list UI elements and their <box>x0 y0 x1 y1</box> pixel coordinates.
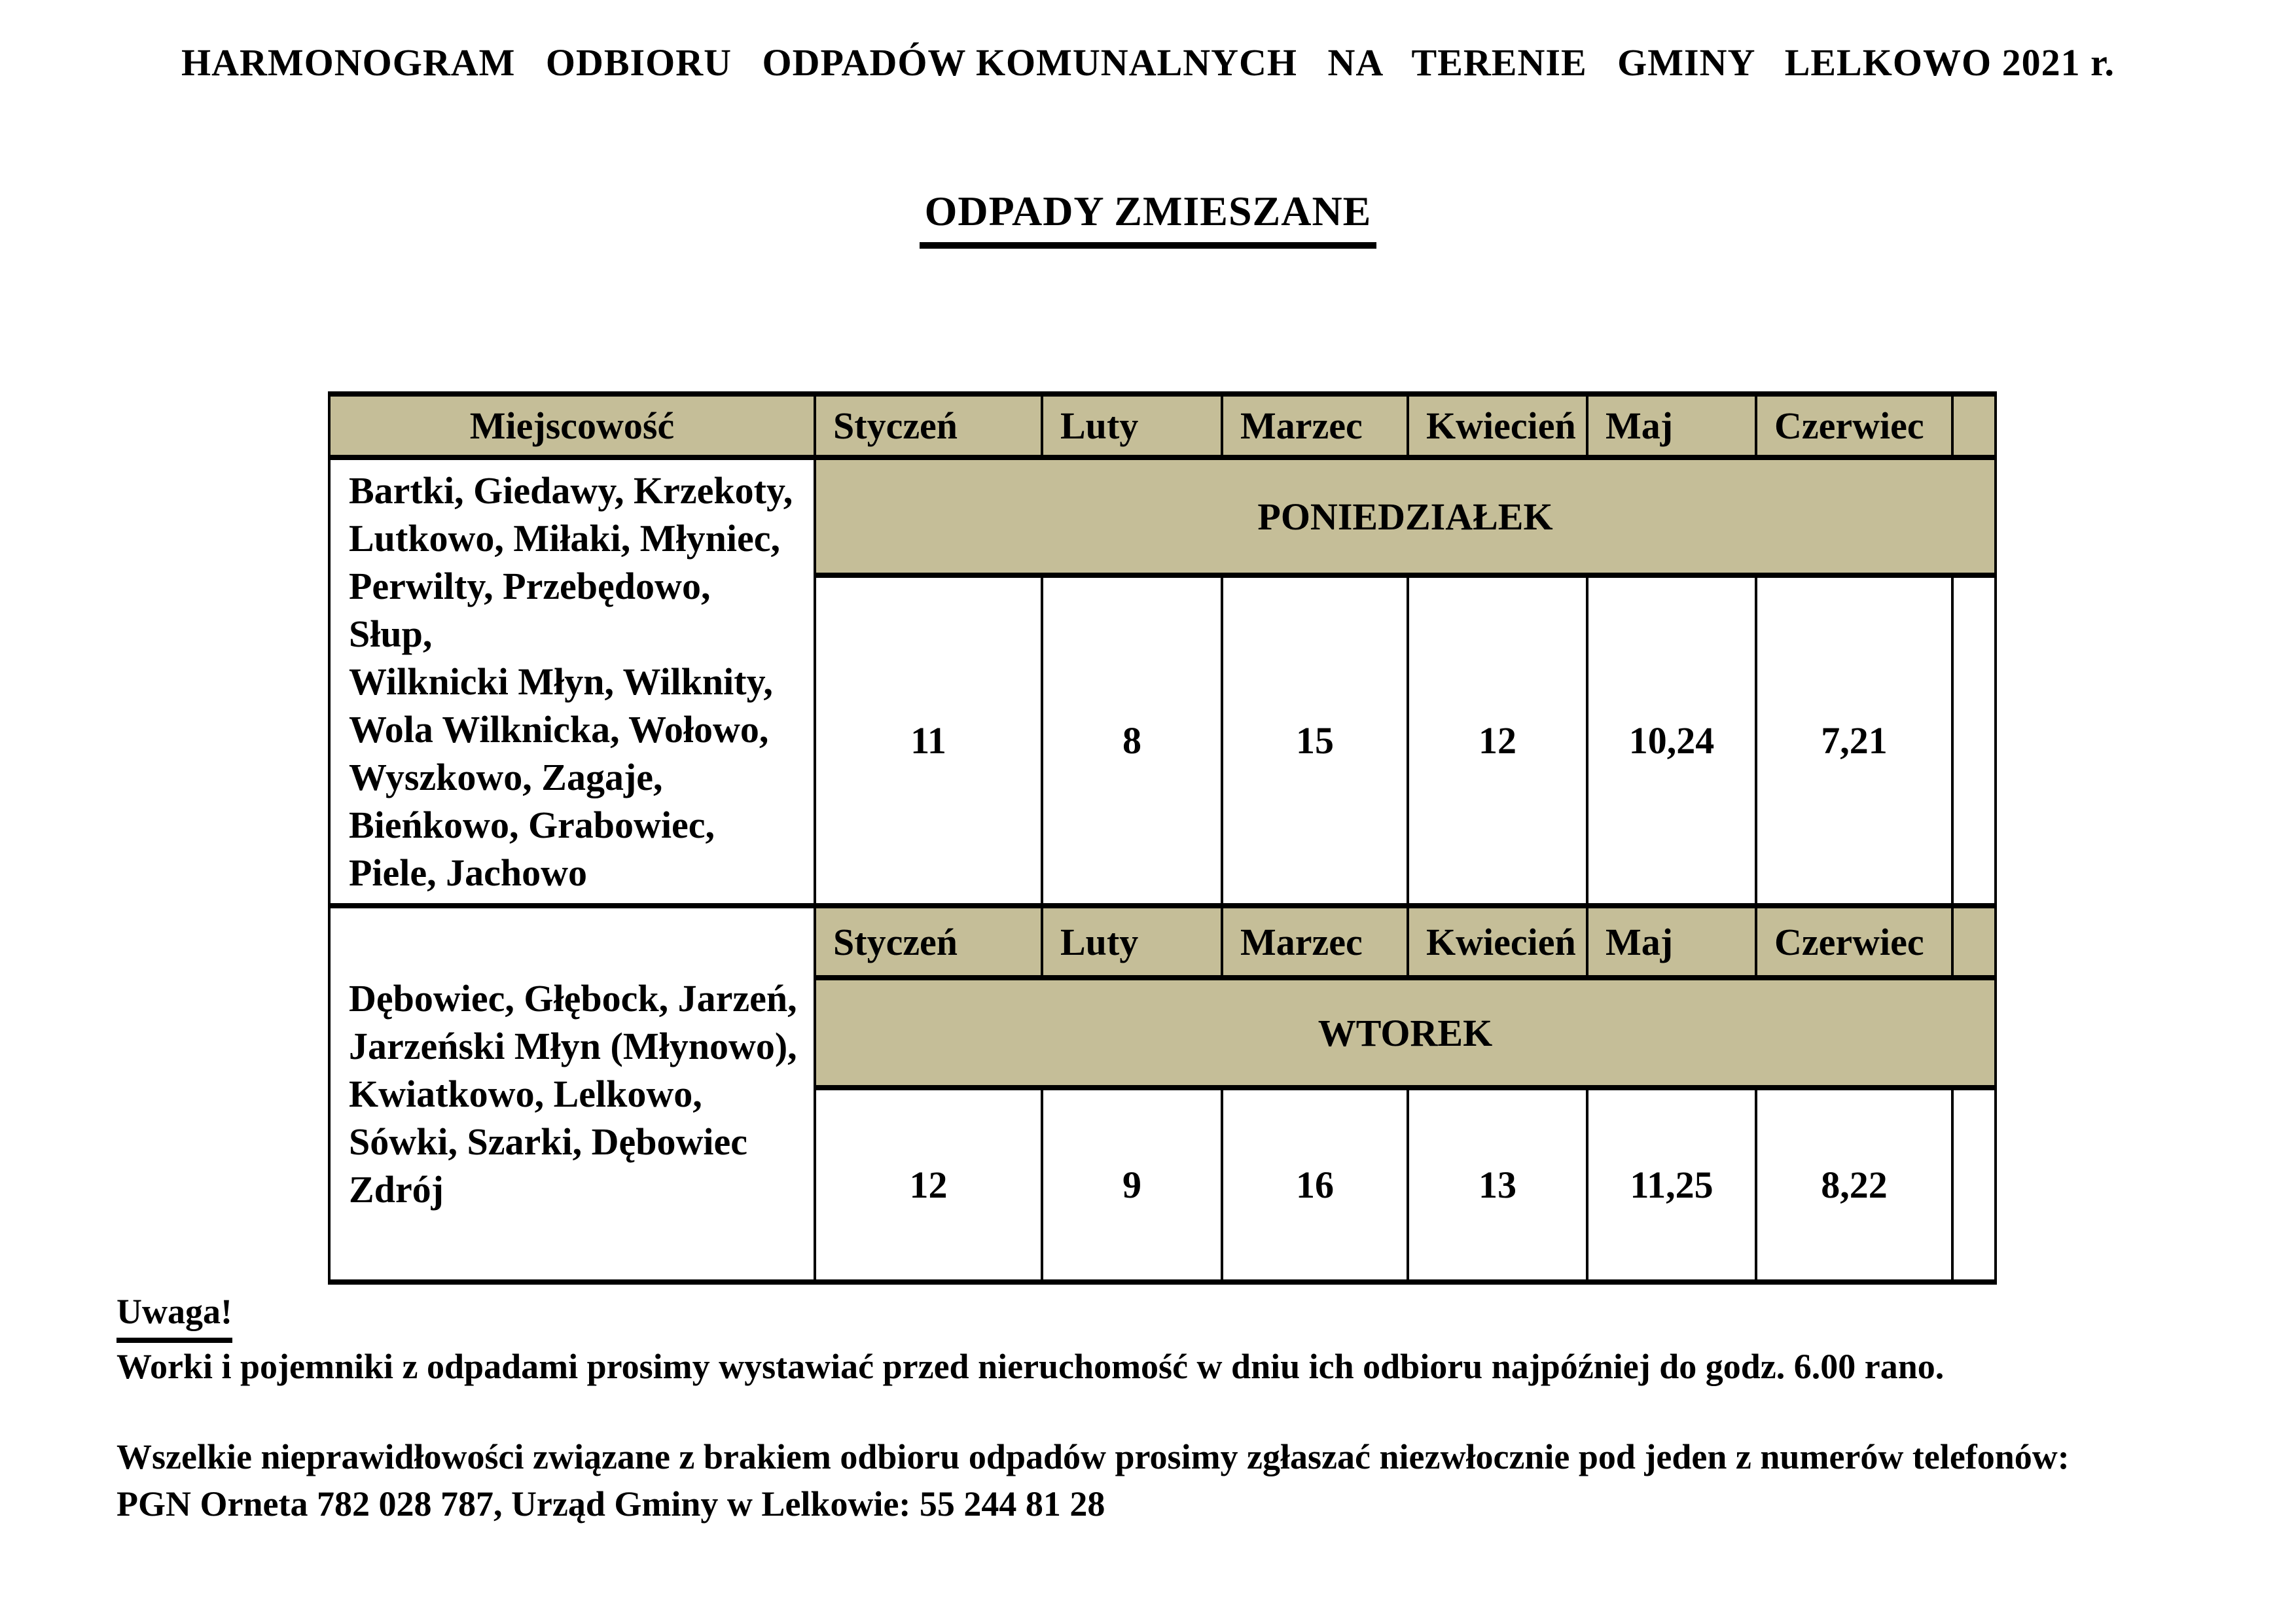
note-line-irregularities: Wszelkie nieprawidłowości związane z bra… <box>117 1437 2070 1476</box>
month-header-june: Czerwiec <box>1755 391 1954 460</box>
month-header-january: Styczeń <box>814 391 1043 460</box>
table-header-row: Miejscowość Styczeń Luty Marzec Kwiecień… <box>328 391 1997 460</box>
empty-header-cell <box>1951 391 1997 460</box>
date-cell-g1-may: 10,24 <box>1586 573 1757 908</box>
date-cell-g2-march: 16 <box>1221 1085 1409 1285</box>
localities-column-header: Miejscowość <box>328 391 816 460</box>
date-cell-g1-march: 15 <box>1221 573 1409 908</box>
month-header-may: Maj <box>1586 391 1757 460</box>
page-subtitle: ODPADY ZMIESZANE <box>919 187 1377 249</box>
date-cell-g1-january: 11 <box>814 573 1043 908</box>
month-header-march: Marzec <box>1221 391 1409 460</box>
page-title: HARMONOGRAM ODBIORU ODPADÓW KOMUNALNYCH … <box>181 41 2115 84</box>
date-cell-g2-april: 13 <box>1407 1085 1588 1285</box>
empty-cell <box>1951 573 1997 908</box>
month-header-february: Luty <box>1041 391 1223 460</box>
month-header-april-2: Kwiecień <box>1407 903 1588 980</box>
day-band-monday: PONIEDZIAŁEK <box>814 454 1997 579</box>
date-cell-g1-june: 7,21 <box>1755 573 1954 908</box>
attention-label: Uwaga! <box>117 1288 232 1343</box>
notes-gap <box>117 1390 2250 1433</box>
date-cell-g2-january: 12 <box>814 1085 1043 1285</box>
date-cell-g1-april: 12 <box>1407 573 1588 908</box>
empty-cell-2 <box>1951 1085 1997 1285</box>
tuesday-band-row: WTOREK <box>329 975 1997 1090</box>
monday-band-row: Bartki, Giedawy, Krzekoty, Lutkowo, Miła… <box>328 454 1997 908</box>
month-header-april: Kwiecień <box>1407 391 1588 460</box>
footer-notes: Uwaga! Worki i pojemniki z odpadami pros… <box>117 1288 2250 1527</box>
note-line-containers: Worki i pojemniki z odpadami prosimy wys… <box>117 1347 1945 1386</box>
second-header-row: Dębowiec, Głębock, Jarzeń, Jarzeński Mły… <box>328 903 1997 1285</box>
date-cell-g2-june: 8,22 <box>1755 1085 1954 1285</box>
date-cell-g1-february: 8 <box>1041 573 1223 908</box>
monday-dates-row: 11 8 15 12 10,24 7,21 <box>329 573 1997 908</box>
tuesday-dates-row: 12 9 16 13 11,25 8,22 <box>329 1085 1997 1285</box>
day-band-tuesday: WTOREK <box>814 975 1997 1090</box>
month-header-march-2: Marzec <box>1221 903 1409 980</box>
waste-schedule-table: Miejscowość Styczeń Luty Marzec Kwiecień… <box>328 391 1997 1285</box>
localities-group-1: Bartki, Giedawy, Krzekoty, Lutkowo, Miła… <box>328 455 816 908</box>
empty-header-cell-2 <box>1951 903 1997 980</box>
localities-group-2: Dębowiec, Głębock, Jarzeń, Jarzeński Mły… <box>328 903 816 1285</box>
month-header-may-2: Maj <box>1586 903 1757 980</box>
date-cell-g2-may: 11,25 <box>1586 1085 1757 1285</box>
note-line-phones: PGN Orneta 782 028 787, Urząd Gminy w Le… <box>117 1484 1105 1524</box>
subtitle-row: ODPADY ZMIESZANE <box>0 187 2296 249</box>
month-header-february-2: Luty <box>1041 903 1223 980</box>
month-header-june-2: Czerwiec <box>1755 903 1954 980</box>
date-cell-g2-february: 9 <box>1041 1085 1223 1285</box>
month-header-january-2: Styczeń <box>814 903 1043 980</box>
